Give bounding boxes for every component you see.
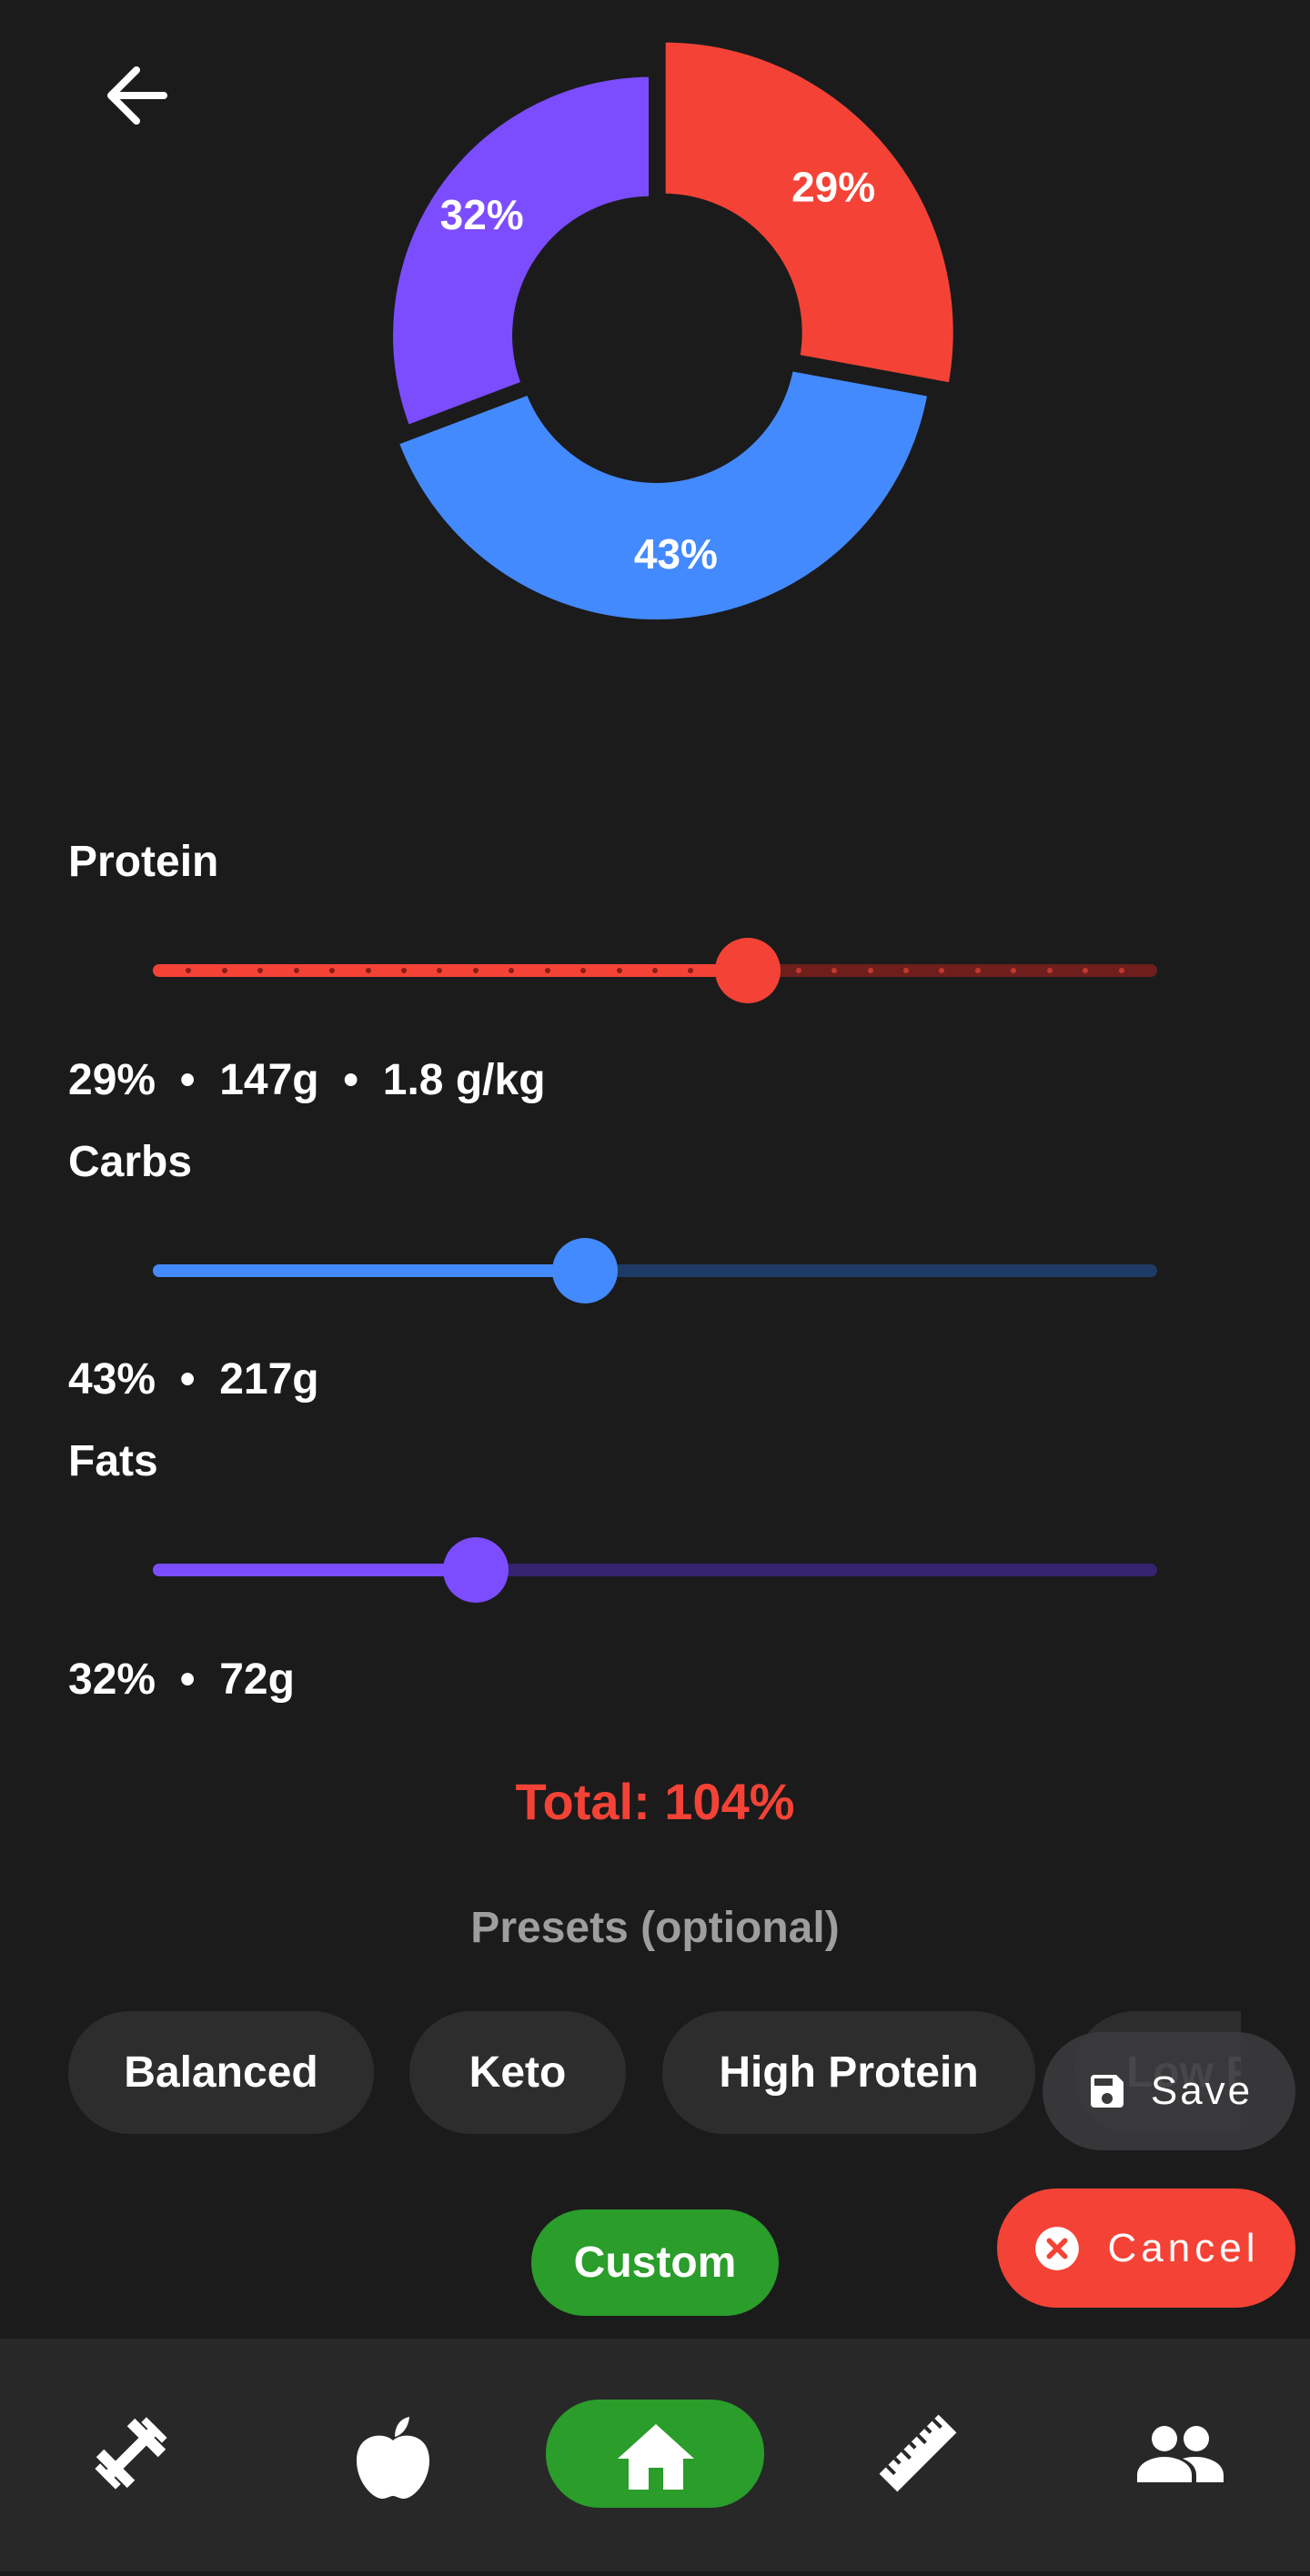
slider-step: [580, 968, 587, 973]
bottom-nav: [0, 2339, 1310, 2571]
presets-title: Presets (optional): [470, 1904, 840, 1952]
preset-chip[interactable]: High Protein: [662, 2011, 1035, 2134]
slider-step: [652, 968, 658, 973]
social-tab[interactable]: [1137, 2426, 1224, 2482]
total: Total: 104%: [515, 1773, 795, 1830]
macro-detail: 43% • 217g: [68, 1355, 319, 1404]
cancel-label: Cancel: [1107, 2225, 1260, 2270]
slider-step: [939, 968, 945, 973]
cancel-icon: [1034, 2226, 1079, 2270]
save-button[interactable]: Save: [1043, 2032, 1295, 2150]
segment-label: 43%: [634, 530, 718, 578]
macro-label: Carbs: [68, 1138, 193, 1186]
slider-step: [1118, 968, 1124, 973]
save-icon: [1090, 2075, 1124, 2108]
slider-step: [186, 968, 192, 973]
segment-label: 32%: [440, 191, 524, 238]
nav-icons: [90, 2400, 1224, 2508]
slider-step: [365, 968, 371, 973]
slider-step: [831, 968, 838, 973]
donut-chart: 29% 43% 32%: [107, 36, 959, 625]
slider-step: [401, 968, 407, 973]
slider-step: [1083, 968, 1089, 973]
cancel-button[interactable]: Cancel: [997, 2189, 1295, 2308]
slider-step: [616, 968, 622, 973]
fats-slider[interactable]: [153, 1537, 1157, 1603]
slider-step: [795, 968, 801, 973]
slider-fill: [153, 1264, 585, 1277]
donut-segment: [660, 36, 959, 389]
workout-tab[interactable]: [90, 2412, 173, 2495]
slider-thumb[interactable]: [443, 1537, 509, 1603]
slider-step: [974, 968, 981, 973]
slider-thumb[interactable]: [552, 1238, 618, 1303]
slider-fill: [153, 964, 748, 977]
slider-step: [903, 968, 909, 973]
measure-tab[interactable]: [879, 2414, 957, 2492]
save-label: Save: [1150, 2068, 1254, 2113]
slider-step: [329, 968, 336, 973]
slider-step: [1046, 968, 1053, 973]
preset-chip[interactable]: Balanced: [68, 2011, 374, 2134]
macro-label: Fats: [68, 1437, 158, 1485]
slider-fill: [153, 1564, 476, 1576]
slider-step: [221, 968, 227, 973]
slider-step: [437, 968, 443, 973]
macro-label: Protein: [68, 838, 219, 886]
slider-step: [472, 968, 479, 973]
slider-thumb[interactable]: [715, 938, 781, 1003]
macro-detail: 32% • 72g: [68, 1655, 295, 1704]
donut-segment: [388, 71, 655, 432]
protein-slider[interactable]: [153, 938, 1157, 1003]
slider-step: [544, 968, 550, 973]
slider-step: [867, 968, 873, 973]
slider-step: [257, 968, 264, 973]
slider-step: [509, 968, 515, 973]
preset-chip[interactable]: Keto: [409, 2011, 626, 2134]
slider-step: [1011, 968, 1017, 973]
back-button[interactable]: [107, 66, 167, 125]
carbs-slider[interactable]: [153, 1238, 1157, 1303]
slider-step: [688, 968, 694, 973]
home-icon: [618, 2424, 694, 2490]
donut-segment: [392, 365, 934, 625]
segment-label: 29%: [791, 164, 875, 211]
slider-step: [293, 968, 299, 973]
custom-button[interactable]: Custom: [531, 2209, 779, 2316]
macro-detail: 29% • 147g • 1.8 g/kg: [68, 1056, 546, 1104]
nutrition-tab[interactable]: [357, 2417, 429, 2499]
